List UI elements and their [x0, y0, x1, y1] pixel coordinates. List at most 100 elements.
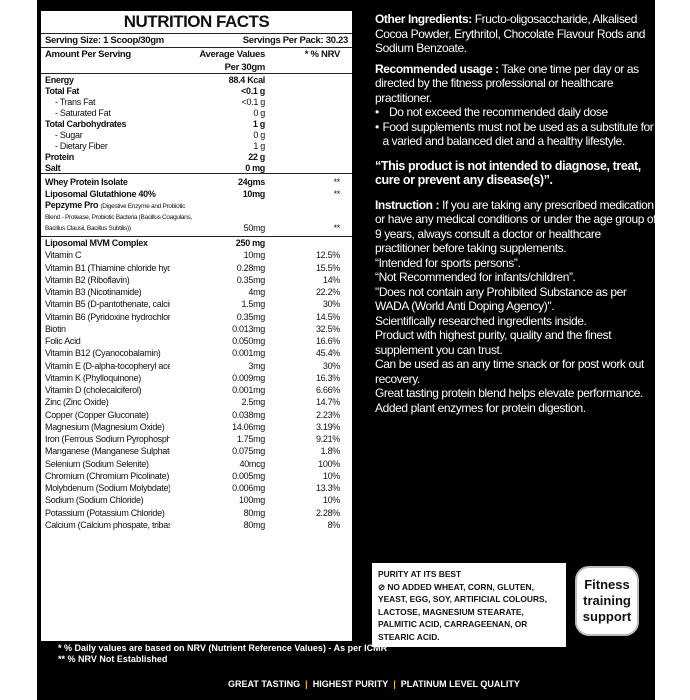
nutrient-name: - Sugar: [55, 129, 83, 140]
nutrient-row: Energy 88.4 Kcal: [41, 74, 352, 85]
mvm-row: Vitamin K (Phylloquinone) 0.009mg 16.3%: [41, 372, 352, 384]
nutrient-nrv: 32.5%: [315, 323, 340, 334]
mvm-row: Vitamin B6 (Pyridoxine hydrochloride) 0.3…: [41, 311, 352, 323]
nutrient-value: 0.013mg: [232, 323, 265, 334]
nutrient-name: Biotin: [45, 323, 66, 334]
tagline: GREAT TASTING | HIGHEST PURITY | PLATINUM LE…: [228, 679, 520, 689]
mvm-row: Vitamin E (D-alpha-tocopheryl acetate) 3m…: [41, 360, 352, 372]
nutrient-nrv: 10%: [322, 470, 340, 481]
nutrient-value: 0.001mg: [232, 348, 265, 359]
nutrient-name: Molybdenum (Sodium Molybdate): [45, 483, 170, 494]
nutrient-nrv: 30%: [322, 299, 340, 310]
usage-label: Recommended usage :: [375, 61, 499, 76]
mvm-row: Iron (Ferrous Sodium Pyrophosphate) 1.75m…: [41, 433, 352, 445]
nutrient-name: Whey Protein Isolate: [45, 177, 128, 187]
nutrient-nrv: **: [333, 177, 341, 187]
nrv-header: * % NRV: [304, 49, 341, 60]
nutrient-nrv: 16.3%: [315, 372, 340, 383]
nutrient-nrv: **: [333, 189, 341, 199]
nutrient-value: 10mg: [242, 189, 266, 199]
tagline-great-tasting: GREAT TASTING: [228, 679, 301, 689]
nutrient-name: Vitamin B5 (D-pantothenate, calcium): [45, 299, 170, 310]
serving-size: Serving Size: 1 Scoop/30gm: [45, 35, 164, 46]
pepzyme-desc-1: (Digestive Enzyme and Probiotic: [100, 203, 186, 210]
nutrient-nrv: 10%: [322, 495, 340, 506]
nutrient-value: 88.4 Kcal: [228, 74, 266, 85]
nutrient-name: Liposomal Glutathione 40%: [45, 189, 156, 199]
nutrient-name: Iron (Ferrous Sodium Pyrophosphate): [45, 434, 170, 445]
servings-per-pack: Servings Per Pack: 30.23: [242, 35, 349, 46]
nutrient-nrv: 2.23%: [315, 409, 340, 420]
nutrient-value: 3mg: [248, 360, 265, 371]
separator: |: [393, 679, 396, 689]
nutrient-name: - Saturated Fat: [55, 107, 111, 118]
mvm-row: Vitamin D (cholecalciferol) 0.001mg 6.66%: [41, 384, 352, 396]
nutrient-value: 24gms: [237, 177, 265, 187]
nutrient-value: 0.28mg: [236, 262, 266, 273]
nutrient-name: Vitamin C: [45, 250, 82, 261]
nutrient-nrv: 1.8%: [320, 446, 341, 457]
nutrient-value: 4mg: [248, 287, 265, 298]
nutrient-value: 0 mg: [245, 162, 265, 173]
nutrient-value: 80mg: [243, 519, 266, 530]
nutrient-name: Protein: [45, 151, 74, 162]
disclaimer: “This product is not intended to diagnos…: [375, 158, 641, 188]
nutrient-name: Selenium (Sodium Selenite): [45, 458, 149, 469]
mvm-row: Vitamin B3 (Nicotinamide) 4mg 22.2%: [41, 286, 352, 298]
footnote-nrv-not-established: ** % NRV Not Established: [58, 654, 168, 664]
nutrient-value: 1 g: [253, 140, 265, 151]
ingredient-row: Liposomal Glutathione 40% 10mg **: [41, 188, 352, 200]
footnotes: * % Daily values are based on NRV (Nutri…: [58, 643, 387, 665]
nutrient-value: 0.35mg: [236, 274, 266, 285]
usage-text: Take one time per day or as directed by …: [375, 61, 639, 105]
nutrient-value: 14.06mg: [232, 421, 265, 432]
nutrient-value: 80mg: [243, 507, 266, 518]
pepzyme-desc-3: Bacillus Clausii, Bacillus Subtilis)): [45, 225, 131, 232]
badge-line-1: Fitness: [584, 577, 630, 592]
nutrient-name: Potassium (Potassium Chloride): [45, 507, 165, 518]
nutrient-name: Vitamin B6 (Pyridoxine hydrochloride): [45, 311, 170, 322]
nutrient-nrv: 14.7%: [315, 397, 340, 408]
separator: |: [305, 679, 308, 689]
nutrient-name: Sodium (Sodium Chloride): [45, 495, 144, 506]
pepzyme-name: Pepzyme Pro: [45, 200, 99, 210]
nutrient-name: Salt: [45, 162, 61, 173]
nutrient-nrv: 9.21%: [315, 434, 340, 445]
bullet-icon: •: [375, 105, 379, 119]
claim-line: Scientifically researched ingredients in…: [375, 313, 587, 328]
bullet-text: Food supplements must not be used as a s…: [382, 119, 654, 149]
nutrient-name: Vitamin B12 (Cyanocobalamin): [45, 348, 161, 359]
nutrient-value: 1.5mg: [241, 299, 265, 310]
mvm-row: Liposomal MVM Complex 250 mg: [41, 237, 352, 249]
nutrient-value: 0.050mg: [232, 336, 265, 347]
ingredient-rows: Whey Protein Isolate 24gms ** Liposomal Glu…: [41, 173, 352, 200]
mvm-row: Folic Acid 0.050mg 16.6%: [41, 335, 352, 347]
nutrient-name: Vitamin E (D-alpha-tocopheryl acetate): [45, 360, 170, 371]
nutrient-name: Calcium (Calcium phospate, tribasic): [45, 519, 170, 530]
nutrient-nrv: 13.3%: [315, 483, 340, 494]
nutrient-name: Liposomal MVM Complex: [45, 238, 148, 249]
nutrient-row: - Trans Fat <0.1 g: [41, 96, 352, 107]
tagline-platinum-quality: PLATINUM LEVEL QUALITY: [400, 679, 520, 689]
nutrient-value: 0.005mg: [232, 470, 265, 481]
claim-line: "Does not contain any Prohibited Substan…: [375, 284, 627, 314]
recommended-usage: Recommended usage : Take one time per da…: [375, 62, 657, 106]
bullet-icon: •: [375, 119, 379, 134]
mvm-row: Vitamin B1 (Thiamine chloride hydrochlor…: [41, 262, 352, 274]
pepzyme-value: 50mg: [243, 223, 266, 233]
nutrient-value: 100mg: [238, 495, 265, 506]
nutrient-value: 0 g: [253, 107, 265, 118]
nutrient-name: Vitamin B1 (Thiamine chloride hydrochlor…: [45, 262, 170, 273]
nutrient-name: Copper (Copper Gluconate): [45, 409, 149, 420]
nutrient-value: 0 g: [253, 129, 265, 140]
purity-box: PURITY AT ITS BEST ⊘ NO ADDED WHEAT, COR…: [372, 563, 566, 647]
footnote-nrv-basis: * % Daily values are based on NRV (Nutri…: [58, 643, 388, 653]
mvm-row: Vitamin B5 (D-pantothenate, calcium) 1.5m…: [41, 298, 352, 310]
badge-line-3: support: [582, 609, 632, 624]
nutrient-value: 0.038mg: [232, 409, 265, 420]
nutrient-nrv: 3.19%: [315, 421, 340, 432]
nutrient-value: 0.009mg: [232, 372, 265, 383]
claim-line: Can be used as an any time snack or for …: [375, 357, 644, 386]
nutrient-value: <0.1 g: [241, 96, 266, 107]
nutrient-nrv: 100%: [318, 458, 340, 469]
